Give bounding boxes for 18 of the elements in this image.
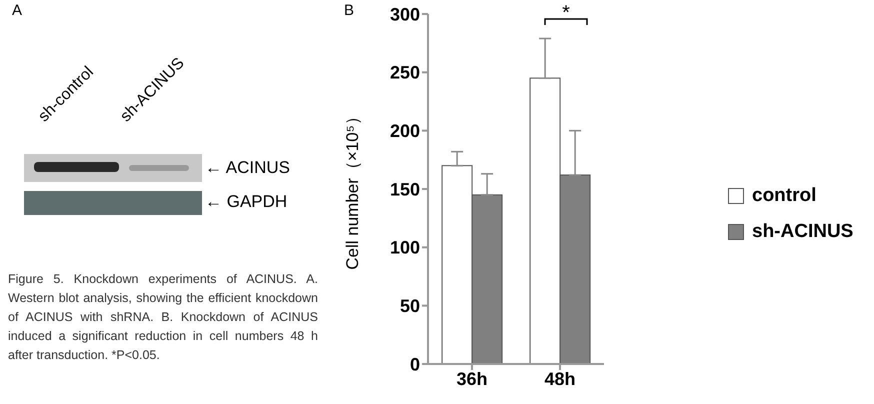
chart-title: B (344, 2, 354, 19)
text: A (12, 2, 22, 19)
y-tick-label: 50 (400, 296, 420, 316)
y-tick-label: 300 (390, 4, 420, 24)
text: ← ACINUS (205, 158, 290, 178)
y-tick-label: 100 (390, 238, 420, 258)
y-tick-label: 150 (390, 179, 420, 200)
text: ← GAPDH (205, 192, 288, 212)
annotation: * (561, 2, 571, 25)
caption: Figure 5. Knockdown experiments of ACINUS. A. Western blot analysis, showing the efficient knockdown of ACINUS with shRNA. B. Knockdown of ACINUS induced a significant reduction in cell numbers 48 h after transduction. *P<0.05. (8, 271, 318, 364)
y-tick-label: 200 (390, 121, 420, 142)
x-tick-label: 36h (456, 368, 488, 389)
legend-label: control (752, 185, 816, 207)
legend-label: sh-ACINUS (752, 221, 854, 243)
y-tick-label: 250 (390, 62, 420, 83)
y-axis-title: Cell number（×10⁵） (343, 108, 362, 270)
y-tick-label: 0 (410, 354, 420, 374)
x-tick-label: 48h (544, 368, 576, 389)
